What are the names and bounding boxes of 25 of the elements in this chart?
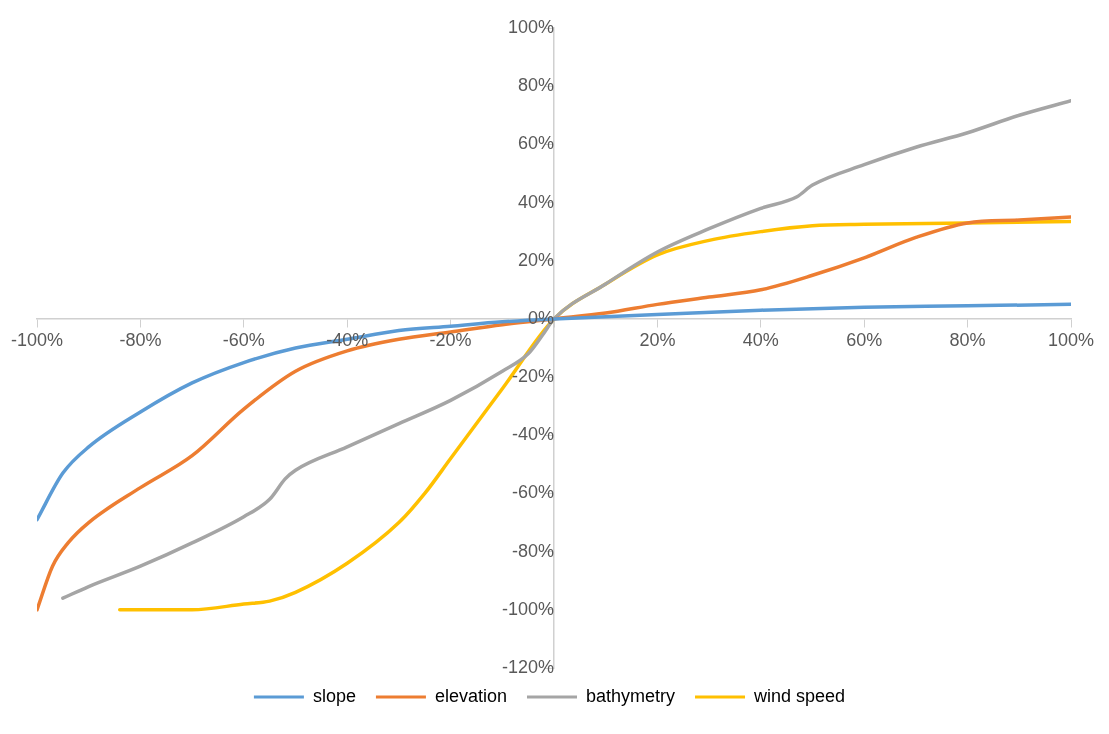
- y-tick-label: 20%: [517, 249, 555, 270]
- legend-label: wind speed: [753, 685, 846, 706]
- y-tick-label: -40%: [511, 424, 555, 445]
- x-tick-label: 100%: [1047, 329, 1095, 350]
- x-tick-label: -80%: [119, 329, 162, 350]
- y-tick-label: -100%: [501, 598, 555, 619]
- y-tick-label: 40%: [517, 191, 555, 212]
- y-tick-label: 100%: [507, 16, 555, 37]
- y-tick-label: -120%: [501, 656, 555, 677]
- x-tick-label: 20%: [639, 329, 676, 350]
- x-tick-label: -20%: [429, 329, 472, 350]
- y-tick-label: 0%: [527, 307, 555, 328]
- x-tick-label: 60%: [846, 329, 883, 350]
- y-tick-label: 60%: [517, 133, 555, 154]
- x-tick-label: -60%: [222, 329, 265, 350]
- y-tick-label: -80%: [511, 540, 555, 561]
- x-tick-label: 40%: [742, 329, 779, 350]
- legend-label: slope: [312, 685, 356, 706]
- y-tick-label: -60%: [511, 482, 555, 503]
- legend-label: elevation: [434, 685, 507, 706]
- x-tick-label: -100%: [11, 329, 64, 350]
- legend-label: bathymetry: [585, 685, 676, 706]
- x-tick-label: 80%: [949, 329, 986, 350]
- y-tick-label: -20%: [511, 366, 555, 387]
- y-tick-label: 80%: [517, 75, 555, 96]
